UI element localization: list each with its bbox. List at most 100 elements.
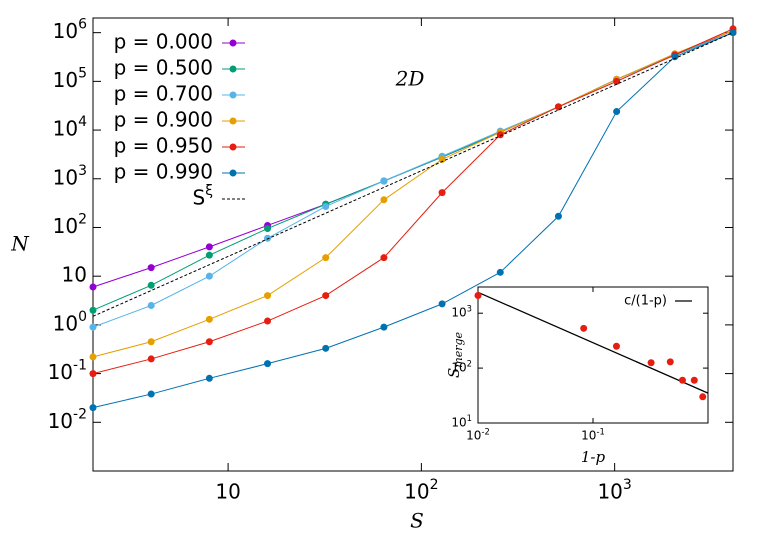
y-tick-label: 101 <box>451 413 472 430</box>
point <box>671 53 679 61</box>
point <box>147 264 155 272</box>
series-line <box>92 30 734 358</box>
point <box>147 390 155 398</box>
point <box>690 376 698 384</box>
point <box>205 315 213 323</box>
x-axis-label: S <box>410 509 424 533</box>
legend-label: p = 0.000 <box>114 30 213 54</box>
x-tick-label: 10 <box>215 480 240 504</box>
point <box>264 292 272 300</box>
y-axis-label: N <box>10 232 30 256</box>
x-tick-label: 102 <box>404 477 438 504</box>
point <box>147 355 155 363</box>
point <box>205 374 213 382</box>
x-tick-label: 10-1 <box>581 426 605 443</box>
legend-marker <box>229 117 237 125</box>
legend-marker <box>229 143 237 151</box>
plot-frame <box>92 17 734 472</box>
point <box>264 225 272 233</box>
y-tick-label-exp: 0 <box>78 309 87 325</box>
point <box>580 324 588 332</box>
x-tick-label-exp: -2 <box>481 426 489 436</box>
legend-label: p = 0.900 <box>114 108 213 132</box>
series-line <box>92 32 734 317</box>
point <box>205 251 213 259</box>
inset-y-label-sub: merge <box>452 331 465 367</box>
point <box>147 281 155 289</box>
point <box>613 108 621 116</box>
y-tick-label: 100 <box>53 309 87 336</box>
point <box>666 358 674 366</box>
fit-line <box>477 291 709 394</box>
point <box>322 292 330 300</box>
point <box>380 196 388 204</box>
point <box>554 103 562 111</box>
inset-y-label: Smerge <box>445 331 465 378</box>
y-tick-label: 104 <box>53 114 87 141</box>
point <box>89 306 97 314</box>
point <box>613 77 621 85</box>
y-tick-label-exp: 2 <box>467 358 472 368</box>
y-tick-label: 10-2 <box>48 406 87 433</box>
point <box>89 353 97 361</box>
y-tick-label: 106 <box>53 17 87 44</box>
point <box>205 272 213 280</box>
y-tick-label-exp: 1 <box>467 413 472 423</box>
point <box>322 202 330 210</box>
y-tick-label: 103 <box>53 163 87 190</box>
legend-label: c/(1-p) <box>624 294 667 309</box>
inset-y-label-main: S <box>445 368 463 378</box>
y-tick-label-exp: 5 <box>78 65 87 81</box>
legend-label: p = 0.990 <box>114 160 213 184</box>
point <box>496 268 504 276</box>
point <box>147 302 155 310</box>
legend-marker <box>229 169 237 177</box>
y-tick-label-exp: -2 <box>73 406 87 422</box>
point <box>89 283 97 291</box>
y-tick-label: 102 <box>451 358 472 375</box>
x-tick-label: 10-2 <box>466 426 490 443</box>
point <box>264 360 272 368</box>
y-tick-label-exp: 4 <box>78 114 87 130</box>
point <box>205 243 213 251</box>
legend-marker <box>229 91 237 99</box>
y-tick-label: 10 <box>62 263 87 287</box>
point <box>699 393 707 401</box>
legend-label-exp: ξ <box>205 183 213 199</box>
point <box>89 370 97 378</box>
y-tick-label-exp: 3 <box>467 303 472 313</box>
y-tick-label: 10-1 <box>48 358 87 385</box>
point <box>205 338 213 346</box>
point <box>438 189 446 197</box>
legend-marker <box>229 65 237 73</box>
y-tick-label: 105 <box>53 65 87 92</box>
annotation: 2D <box>395 67 425 91</box>
series-line <box>92 32 734 409</box>
legend-label: p = 0.950 <box>114 134 213 158</box>
x-tick-label-exp: -1 <box>596 426 604 436</box>
point <box>89 323 97 331</box>
point <box>264 234 272 242</box>
legend-marker <box>229 39 237 47</box>
point <box>147 338 155 346</box>
y-tick-label-exp: 3 <box>78 163 87 179</box>
x-tick-label: 103 <box>597 477 631 504</box>
point <box>438 155 446 163</box>
y-tick-label-exp: -1 <box>73 358 87 374</box>
point <box>380 323 388 331</box>
y-tick-label-exp: 6 <box>78 17 87 33</box>
point <box>438 300 446 308</box>
y-tick-label-exp: 2 <box>78 211 87 227</box>
point <box>264 317 272 325</box>
point <box>496 131 504 139</box>
legend-label: p = 0.500 <box>114 56 213 80</box>
series-line <box>92 28 734 375</box>
point <box>612 342 620 350</box>
y-tick-label: 103 <box>451 303 472 320</box>
legend-label: Sξ <box>192 183 213 210</box>
point <box>89 404 97 412</box>
legend-label: p = 0.700 <box>114 82 213 106</box>
point <box>474 292 482 300</box>
point <box>322 254 330 262</box>
